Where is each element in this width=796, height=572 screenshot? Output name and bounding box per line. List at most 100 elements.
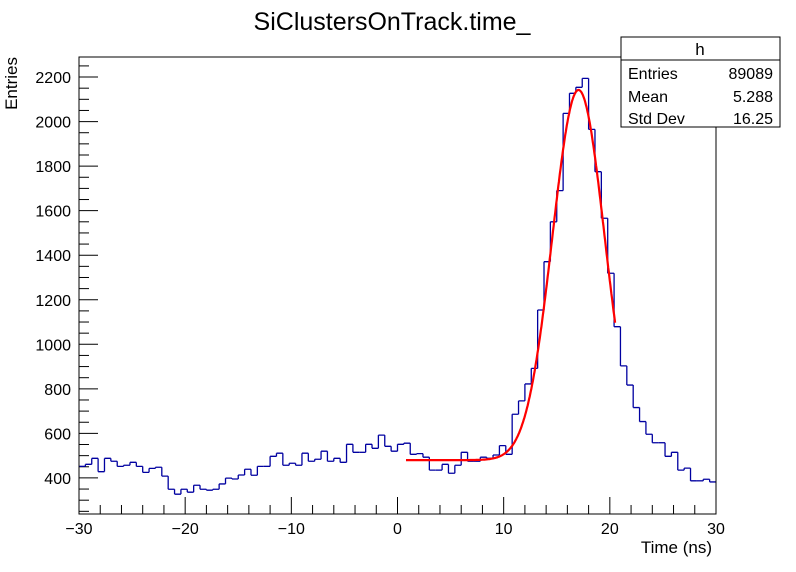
x-tick-label: 30	[707, 521, 725, 538]
histogram-bin	[231, 478, 239, 480]
fit-curve	[406, 88, 617, 462]
histogram-bin	[282, 453, 290, 466]
histogram-bin	[689, 468, 697, 482]
histogram-bin	[186, 489, 194, 493]
histogram-bin	[415, 452, 423, 455]
histogram-bin	[447, 464, 455, 474]
stats-box-frame	[620, 36, 781, 128]
y-tick-label: 1000	[35, 337, 71, 354]
histogram-bin	[154, 466, 162, 469]
histogram-bin	[205, 489, 213, 491]
histogram-bin	[664, 442, 672, 457]
stats-value-stddev: 16.25	[733, 111, 773, 128]
histogram-bin	[498, 444, 506, 455]
histogram-series	[79, 77, 716, 495]
histogram-bin	[173, 489, 181, 495]
x-tick-label: 0	[393, 521, 402, 538]
histogram-bin	[638, 407, 646, 423]
histogram-bin	[345, 443, 353, 463]
histogram-bin	[670, 451, 678, 457]
y-tick-label: 2000	[35, 115, 71, 132]
histogram-bin	[116, 461, 124, 467]
histogram-bin	[581, 77, 589, 88]
y-tick-label: 1600	[35, 204, 71, 221]
stats-label-entries: Entries	[628, 66, 678, 83]
stats-value-entries: 89089	[729, 66, 774, 83]
histogram-bin	[97, 458, 105, 473]
y-axis-label: Entries	[2, 57, 21, 110]
histogram-bin	[377, 434, 385, 449]
histogram-bin	[352, 444, 360, 453]
chart-title: SiClustersOnTrack.time_	[254, 8, 532, 36]
histogram-bin	[161, 467, 169, 477]
histogram-bin	[702, 478, 710, 481]
histogram-bin	[288, 462, 296, 466]
histogram-bin	[320, 450, 328, 460]
histogram-bin	[422, 453, 430, 458]
histogram-bin	[180, 488, 188, 495]
histogram-bin	[199, 485, 207, 490]
histogram-bin	[683, 467, 691, 471]
stats-title: h	[695, 40, 704, 59]
y-tick-label: 1200	[35, 293, 71, 310]
histogram-bin	[84, 463, 92, 467]
histogram-bin	[122, 464, 130, 467]
histogram-bin	[218, 483, 226, 490]
stats-box[interactable]: h Entries 89089 Mean 5.288 Std Dev 16.25	[620, 36, 781, 128]
histogram-bin	[193, 484, 201, 493]
histogram-bin	[237, 474, 245, 480]
histogram-bin	[294, 463, 302, 466]
histogram-bin	[365, 443, 373, 453]
histogram-bin	[129, 461, 137, 466]
histogram-bin	[390, 446, 398, 452]
histogram-bin	[524, 383, 532, 401]
histogram-bin	[314, 458, 322, 462]
histogram-bin	[339, 458, 347, 463]
histogram-bin	[307, 453, 315, 462]
histogram-bin	[103, 457, 111, 472]
x-axis-label: Time (ns)	[641, 538, 712, 557]
stats-label-mean: Mean	[628, 89, 668, 106]
histogram-bin	[632, 385, 640, 409]
histogram-bin	[619, 326, 627, 367]
histogram-bin	[135, 462, 143, 467]
histogram-bin	[454, 464, 462, 474]
histogram-bin	[275, 452, 283, 457]
y-tick-label: 600	[44, 426, 71, 443]
histogram-bin	[256, 465, 264, 476]
histogram-bin	[708, 479, 716, 483]
histogram-bin	[142, 466, 150, 474]
histogram-bin	[441, 463, 449, 471]
y-tick-label: 800	[44, 382, 71, 399]
axes: −30 −20 −10 0 10 20 30 400 600 800 1000 1200 1400 160…	[35, 65, 725, 538]
histogram-bin	[167, 476, 175, 490]
histogram-bin	[91, 457, 99, 465]
histogram-bin	[333, 457, 341, 462]
histogram-bin	[460, 451, 468, 466]
x-tick-label: 20	[601, 521, 619, 538]
x-tick-label: 10	[495, 521, 513, 538]
stats-label-stddev: Std Dev	[628, 111, 685, 128]
y-tick-label: 1800	[35, 159, 71, 176]
x-tick-label: −30	[65, 521, 92, 538]
fit-curve-group	[406, 88, 617, 462]
histogram-bin	[517, 400, 525, 415]
histogram-bin	[243, 468, 251, 476]
histogram-bin	[250, 469, 258, 476]
histogram-bin	[403, 442, 411, 445]
x-tick-label: −10	[278, 521, 305, 538]
histogram-bin	[301, 452, 309, 466]
histogram-bin	[511, 413, 519, 455]
histogram-bin	[269, 455, 277, 467]
histogram-bin	[371, 444, 379, 449]
histogram-bin	[224, 477, 232, 484]
plot-frame	[78, 56, 717, 515]
histogram-bin	[326, 451, 334, 462]
histogram-bin	[110, 458, 118, 462]
y-tick-label: 400	[44, 471, 71, 488]
x-tick-label: −20	[172, 521, 199, 538]
histogram-bin	[396, 443, 404, 452]
histogram-bin	[626, 365, 634, 386]
histogram-bin	[651, 434, 659, 444]
